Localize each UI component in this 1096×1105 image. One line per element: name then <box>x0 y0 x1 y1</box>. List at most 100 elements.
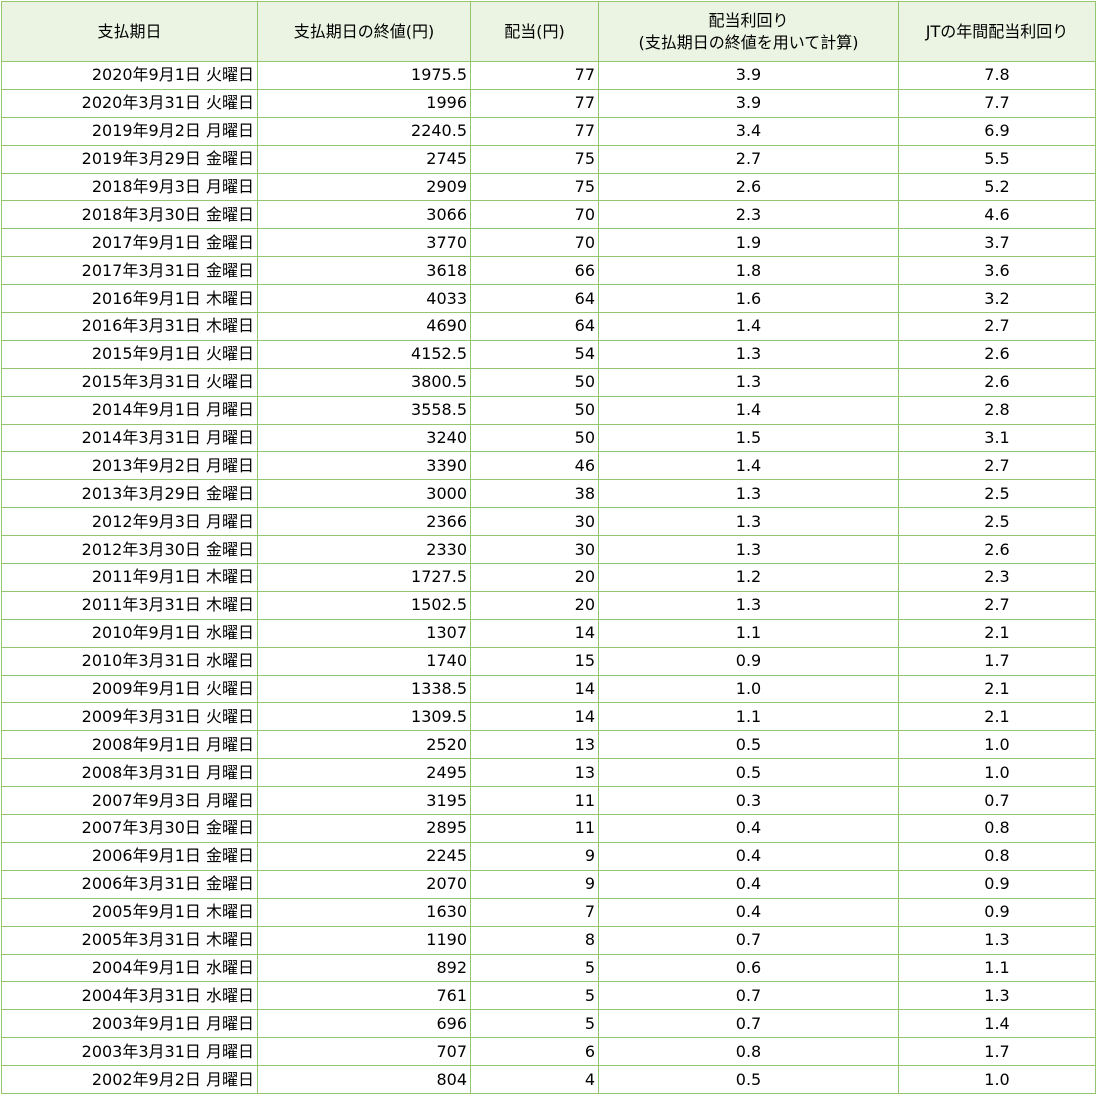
table-cell: 0.9 <box>898 869 1096 899</box>
table-cell: 1.4 <box>598 451 899 481</box>
table-cell: 2330 <box>257 535 471 565</box>
table-row: 2019年9月2日 月曜日 2240.5 77 3.4 6.9 <box>1 116 1096 146</box>
table-cell: 7.8 <box>898 61 1096 90</box>
table-row: 2013年3月29日 金曜日 3000 38 1.3 2.5 <box>1 479 1096 509</box>
table-cell: 696 <box>257 1009 471 1039</box>
table-cell: 3800.5 <box>257 367 471 397</box>
table-cell: 1502.5 <box>257 590 471 620</box>
header-row: 支払期日 支払期日の終値(円) 配当(円) 配当利回り (支払期日の終値を用いて計算)… <box>1 1 1096 62</box>
table-row: 2005年3月31日 木曜日 1190 8 0.7 1.3 <box>1 925 1096 955</box>
table-cell: 46 <box>470 451 599 481</box>
table-cell: 1.0 <box>598 674 899 704</box>
table-cell: 2008年9月1日 月曜日 <box>1 730 258 760</box>
table-cell: 54 <box>470 339 599 369</box>
table-cell: 5 <box>470 981 599 1011</box>
table-row: 2017年9月1日 金曜日 3770 70 1.9 3.7 <box>1 228 1096 258</box>
table-cell: 66 <box>470 256 599 286</box>
table-cell: 64 <box>470 312 599 341</box>
table-cell: 1338.5 <box>257 674 471 704</box>
table-cell: 3.4 <box>598 116 899 146</box>
table-cell: 30 <box>470 535 599 565</box>
table-cell: 2013年9月2日 月曜日 <box>1 451 258 481</box>
table-cell: 1.3 <box>598 507 899 537</box>
table-row: 2006年9月1日 金曜日 2245 9 0.4 0.8 <box>1 841 1096 871</box>
table-cell: 2.1 <box>898 674 1096 704</box>
table-cell: 1.4 <box>898 1009 1096 1039</box>
table-cell: 2.1 <box>898 702 1096 732</box>
table-cell: 2909 <box>257 172 471 202</box>
table-cell: 1.9 <box>598 228 899 258</box>
table-cell: 77 <box>470 61 599 90</box>
table-cell: 4152.5 <box>257 339 471 369</box>
table-cell: 2020年3月31日 火曜日 <box>1 88 258 118</box>
table-cell: 2012年9月3日 月曜日 <box>1 507 258 537</box>
table-cell: 2004年9月1日 水曜日 <box>1 953 258 983</box>
table-cell: 2020年9月1日 火曜日 <box>1 61 258 90</box>
table-cell: 2003年9月1日 月曜日 <box>1 1009 258 1039</box>
table-row: 2016年9月1日 木曜日 4033 64 1.6 3.2 <box>1 284 1096 314</box>
table-row: 2014年9月1日 月曜日 3558.5 50 1.4 2.8 <box>1 395 1096 425</box>
table-row: 2010年9月1日 水曜日 1307 14 1.1 2.1 <box>1 618 1096 648</box>
table-cell: 0.4 <box>598 869 899 899</box>
table-row: 2020年3月31日 火曜日 1996 77 3.9 7.7 <box>1 88 1096 118</box>
table-cell: 38 <box>470 479 599 509</box>
table-cell: 14 <box>470 618 599 648</box>
table-cell: 64 <box>470 284 599 314</box>
table-cell: 2016年9月1日 木曜日 <box>1 284 258 314</box>
table-cell: 7 <box>470 897 599 927</box>
table-cell: 2002年9月2日 月曜日 <box>1 1065 258 1094</box>
table-cell: 3.2 <box>898 284 1096 314</box>
table-cell: 2245 <box>257 841 471 871</box>
table-cell: 75 <box>470 144 599 174</box>
table-cell: 9 <box>470 869 599 899</box>
table-row: 2011年9月1日 木曜日 1727.5 20 1.2 2.3 <box>1 563 1096 592</box>
table-cell: 2.8 <box>898 395 1096 425</box>
table-row: 2003年9月1日 月曜日 696 5 0.7 1.4 <box>1 1009 1096 1039</box>
table-cell: 2005年9月1日 木曜日 <box>1 897 258 927</box>
table-cell: 5.2 <box>898 172 1096 202</box>
table-cell: 50 <box>470 367 599 397</box>
table-row: 2009年3月31日 火曜日 1309.5 14 1.1 2.1 <box>1 702 1096 732</box>
table-row: 2012年3月30日 金曜日 2330 30 1.3 2.6 <box>1 535 1096 565</box>
table-row: 2019年3月29日 金曜日 2745 75 2.7 5.5 <box>1 144 1096 174</box>
table-row: 2017年3月31日 金曜日 3618 66 1.8 3.6 <box>1 256 1096 286</box>
table-cell: 3618 <box>257 256 471 286</box>
table-cell: 2.6 <box>598 172 899 202</box>
table-cell: 0.9 <box>598 646 899 676</box>
table-cell: 3066 <box>257 200 471 230</box>
table-cell: 2009年9月1日 火曜日 <box>1 674 258 704</box>
table-cell: 1307 <box>257 618 471 648</box>
table-cell: 761 <box>257 981 471 1011</box>
table-cell: 1.3 <box>598 339 899 369</box>
table-cell: 2013年3月29日 金曜日 <box>1 479 258 509</box>
table-cell: 2007年3月30日 金曜日 <box>1 814 258 843</box>
table-cell: 70 <box>470 228 599 258</box>
table-cell: 2009年3月31日 火曜日 <box>1 702 258 732</box>
table-cell: 77 <box>470 88 599 118</box>
table-cell: 1.1 <box>598 618 899 648</box>
table-cell: 20 <box>470 563 599 592</box>
table-cell: 2240.5 <box>257 116 471 146</box>
table-row: 2008年3月31日 月曜日 2495 13 0.5 1.0 <box>1 758 1096 788</box>
table-cell: 77 <box>470 116 599 146</box>
table-cell: 2016年3月31日 木曜日 <box>1 312 258 341</box>
table-cell: 1975.5 <box>257 61 471 90</box>
table-cell: 1.3 <box>898 981 1096 1011</box>
header-cell: 支払期日 <box>1 1 258 62</box>
table-cell: 1727.5 <box>257 563 471 592</box>
table-cell: 0.3 <box>598 786 899 816</box>
table-cell: 707 <box>257 1037 471 1067</box>
table-cell: 9 <box>470 841 599 871</box>
table-cell: 2012年3月30日 金曜日 <box>1 535 258 565</box>
table-cell: 13 <box>470 730 599 760</box>
table-cell: 0.8 <box>898 841 1096 871</box>
table-cell: 5.5 <box>898 144 1096 174</box>
table-cell: 1.4 <box>598 312 899 341</box>
table-cell: 4 <box>470 1065 599 1094</box>
table-cell: 2008年3月31日 月曜日 <box>1 758 258 788</box>
table-cell: 1.2 <box>598 563 899 592</box>
table-cell: 2.6 <box>898 367 1096 397</box>
table-body: 2020年9月1日 火曜日 1975.5 77 3.9 7.8 2020年3月31日 火曜… <box>1 61 1096 1094</box>
